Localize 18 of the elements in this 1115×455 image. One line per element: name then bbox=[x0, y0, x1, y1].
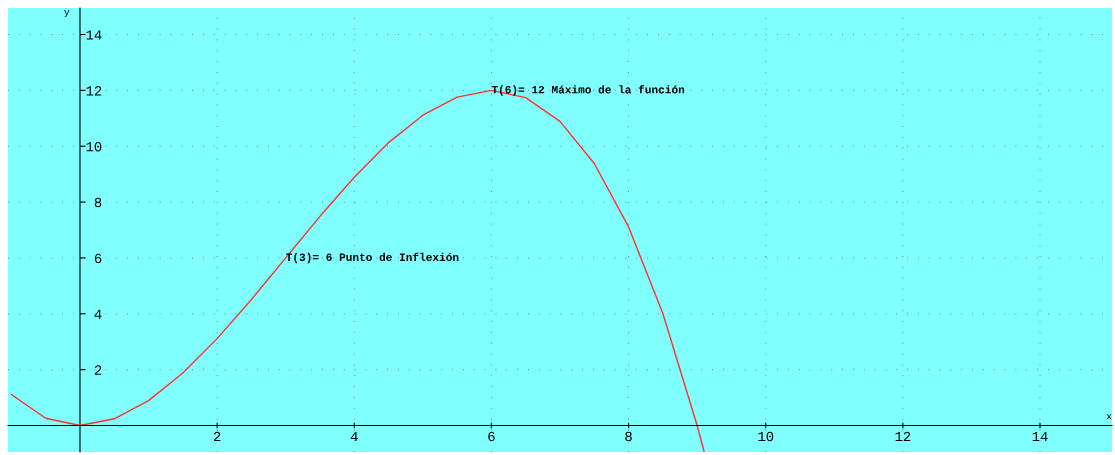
annotation: T(6)= 12 Máximo de la función bbox=[491, 85, 685, 96]
x-tick-label: 14 bbox=[1032, 431, 1048, 442]
x-tick-label: 6 bbox=[488, 431, 495, 442]
y-tick-label: 6 bbox=[94, 253, 102, 264]
y-tick-label: 8 bbox=[94, 197, 102, 208]
x-tick-label: 8 bbox=[625, 431, 632, 442]
x-tick-label: 10 bbox=[758, 431, 774, 442]
y-tick-label: 2 bbox=[94, 365, 102, 375]
x-tick-label: 4 bbox=[350, 431, 358, 442]
y-tick-label: 10 bbox=[86, 141, 102, 152]
y-axis-title: y bbox=[64, 9, 70, 18]
x-tick-label: 2 bbox=[213, 431, 221, 442]
x-tick-label: 12 bbox=[895, 431, 911, 442]
y-tick-label: 14 bbox=[86, 30, 102, 40]
annotation: T(3)= 6 Punto de Inflexión bbox=[286, 252, 459, 264]
x-axis-title: x bbox=[1106, 414, 1112, 420]
y-tick-label: 4 bbox=[94, 309, 102, 319]
y-tick-label: 12 bbox=[86, 86, 102, 96]
